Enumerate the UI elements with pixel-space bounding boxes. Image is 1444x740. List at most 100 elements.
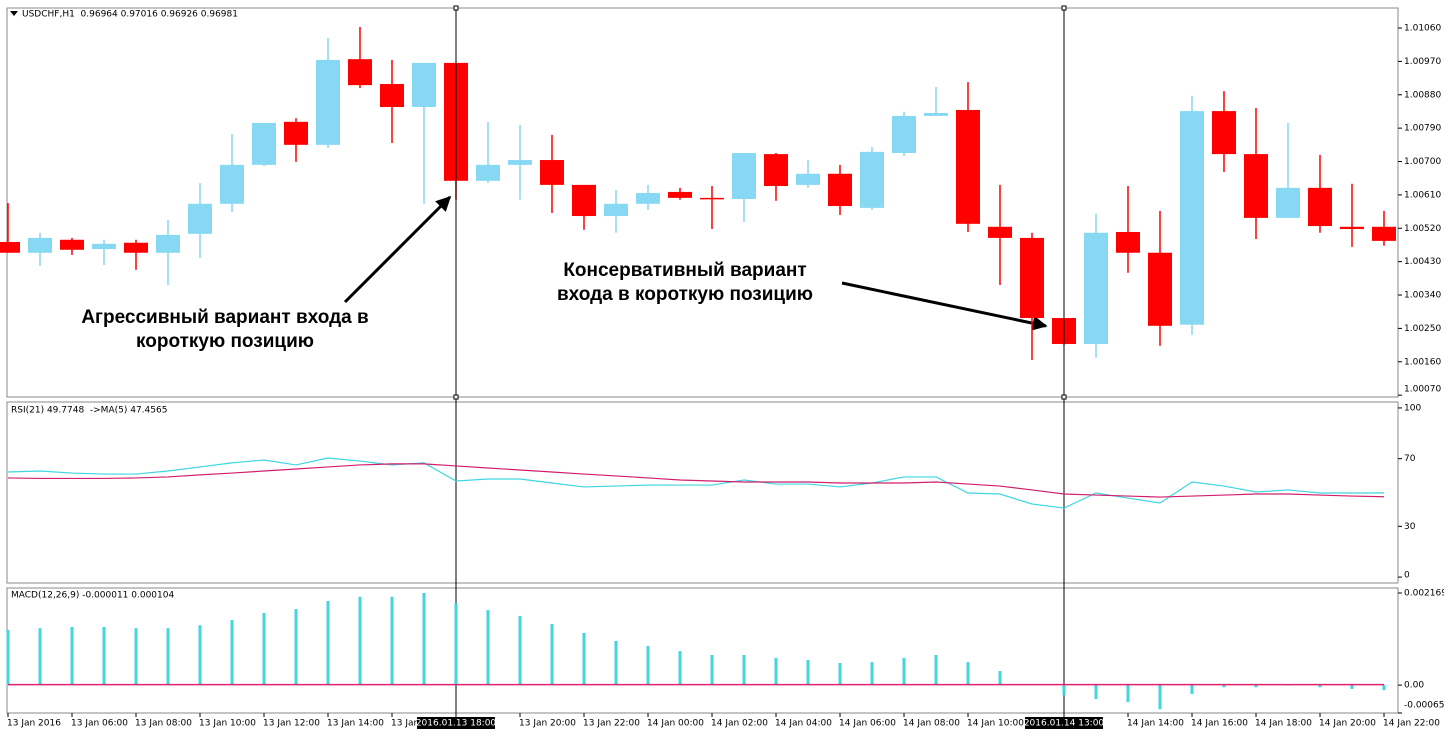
y-tick-label: -0.000657 <box>1404 701 1444 711</box>
y-tick-label: 30 <box>1404 522 1416 532</box>
histogram-bar <box>646 646 650 686</box>
histogram-bar <box>518 615 522 686</box>
histogram-bar <box>806 660 810 686</box>
candle-body <box>508 160 532 165</box>
histogram-bar <box>838 663 842 686</box>
candle-body <box>476 164 500 181</box>
x-tick-label: 14 Jan 22:00 <box>1383 719 1440 729</box>
histogram-bar <box>38 628 42 686</box>
x-tick-label: 2016.01.14 13:00 <box>1024 719 1105 729</box>
x-tick-label: 13 Jan 12:00 <box>263 719 320 729</box>
x-label-highlight <box>417 717 495 729</box>
candle-body <box>956 109 980 224</box>
histogram-bar <box>1158 685 1162 710</box>
y-tick-label: 1.00430 <box>1404 257 1441 267</box>
x-tick-label: 14 Jan 06:00 <box>839 719 896 729</box>
candle-body <box>316 59 340 145</box>
histogram-bar <box>134 628 138 686</box>
candle-body <box>540 160 564 185</box>
candle-body <box>156 234 180 253</box>
histogram-bar <box>550 623 554 686</box>
candle-body <box>796 173 820 185</box>
candle-body <box>412 62 436 108</box>
histogram-bar <box>1350 685 1354 689</box>
candle-body <box>860 151 884 208</box>
candle-body <box>252 122 276 165</box>
x-label-highlight <box>1025 717 1103 729</box>
histogram-bar <box>486 609 490 686</box>
x-tick-label: 14 Jan 14:00 <box>1127 719 1184 729</box>
x-tick-label: 13 Jan 08:00 <box>135 719 192 729</box>
histogram-bar <box>678 651 682 686</box>
histogram-bar <box>166 628 170 686</box>
candle-body <box>380 84 404 108</box>
y-tick-label: 1.00070 <box>1404 385 1441 395</box>
histogram-bar <box>326 601 330 686</box>
candle-body <box>1084 232 1108 344</box>
candle-body <box>572 184 596 217</box>
histogram-bar <box>422 592 426 686</box>
crosshair-handle <box>453 5 459 11</box>
x-tick-label: 13 Jan 2016 <box>7 719 61 729</box>
histogram-bar <box>390 596 394 686</box>
histogram-bar <box>1254 685 1258 688</box>
x-tick-label: 14 Jan 18:00 <box>1255 719 1312 729</box>
candle-body <box>124 242 148 253</box>
candle-body <box>1340 226 1364 230</box>
annotation: входа в короткую позицию <box>557 284 813 305</box>
indicator-line <box>7 463 1385 498</box>
price-pane <box>6 7 1399 398</box>
candle-body <box>892 115 916 153</box>
histogram-bar <box>198 625 202 686</box>
histogram-bar <box>870 662 874 686</box>
histogram-bar <box>70 626 74 686</box>
candle-body <box>220 164 244 204</box>
x-tick-label: 13 Jan 14:00 <box>327 719 384 729</box>
candle-body <box>284 121 308 145</box>
histogram-bar <box>742 654 746 686</box>
x-tick-label: 13 Jan 20:00 <box>519 719 576 729</box>
y-tick-label: 0.00 <box>1404 681 1424 691</box>
candle-body <box>28 237 52 253</box>
candle-body <box>1212 111 1236 155</box>
x-tick-label: 2016.01.13 18:00 <box>416 719 497 729</box>
histogram-bar <box>1222 685 1226 688</box>
candle-body <box>1116 231 1140 253</box>
y-tick-label: 1.00700 <box>1404 157 1441 167</box>
histogram-bar <box>262 612 266 686</box>
macd-pane <box>6 587 1399 714</box>
crosshair-handle <box>1061 394 1067 400</box>
crosshair-handle <box>1061 5 1067 11</box>
y-tick-label: 1.01060 <box>1404 24 1441 34</box>
y-tick-label: 0 <box>1404 571 1410 581</box>
histogram-bar <box>358 596 362 686</box>
candle-body <box>764 154 788 186</box>
dropdown-icon[interactable] <box>10 11 18 16</box>
y-tick-label: 1.00610 <box>1404 190 1441 200</box>
histogram-bar <box>1094 685 1098 700</box>
candle-body <box>348 59 372 86</box>
candle-body <box>0 241 20 253</box>
histogram-bar <box>774 657 778 686</box>
candle-body <box>1244 154 1268 218</box>
candle-body <box>60 239 84 250</box>
price-title: USDCHF,H1 0.96964 0.97016 0.96926 0.9698… <box>22 10 238 20</box>
histogram-bar <box>1126 685 1130 703</box>
y-tick-label: 100 <box>1404 403 1421 413</box>
y-tick-label: 1.00340 <box>1404 291 1441 301</box>
histogram-bar <box>454 603 458 686</box>
candle-body <box>1308 187 1332 227</box>
y-tick-label: 70 <box>1404 454 1416 464</box>
rsi-title: RSI(21) 49.7748 ->MA(5) 47.4565 <box>11 406 167 416</box>
candle-body <box>92 243 116 250</box>
x-tick-label: 13 Jan 22:00 <box>583 719 640 729</box>
x-tick-label: 14 Jan 10:00 <box>967 719 1024 729</box>
histogram-bar <box>934 654 938 686</box>
candle-body <box>188 203 212 234</box>
y-tick-label: 0.002169 <box>1404 589 1444 599</box>
rsi-pane <box>6 401 1399 584</box>
y-tick-label: 1.00880 <box>1404 90 1441 100</box>
x-tick-label: 14 Jan 20:00 <box>1319 719 1376 729</box>
histogram-bar <box>998 671 1002 686</box>
